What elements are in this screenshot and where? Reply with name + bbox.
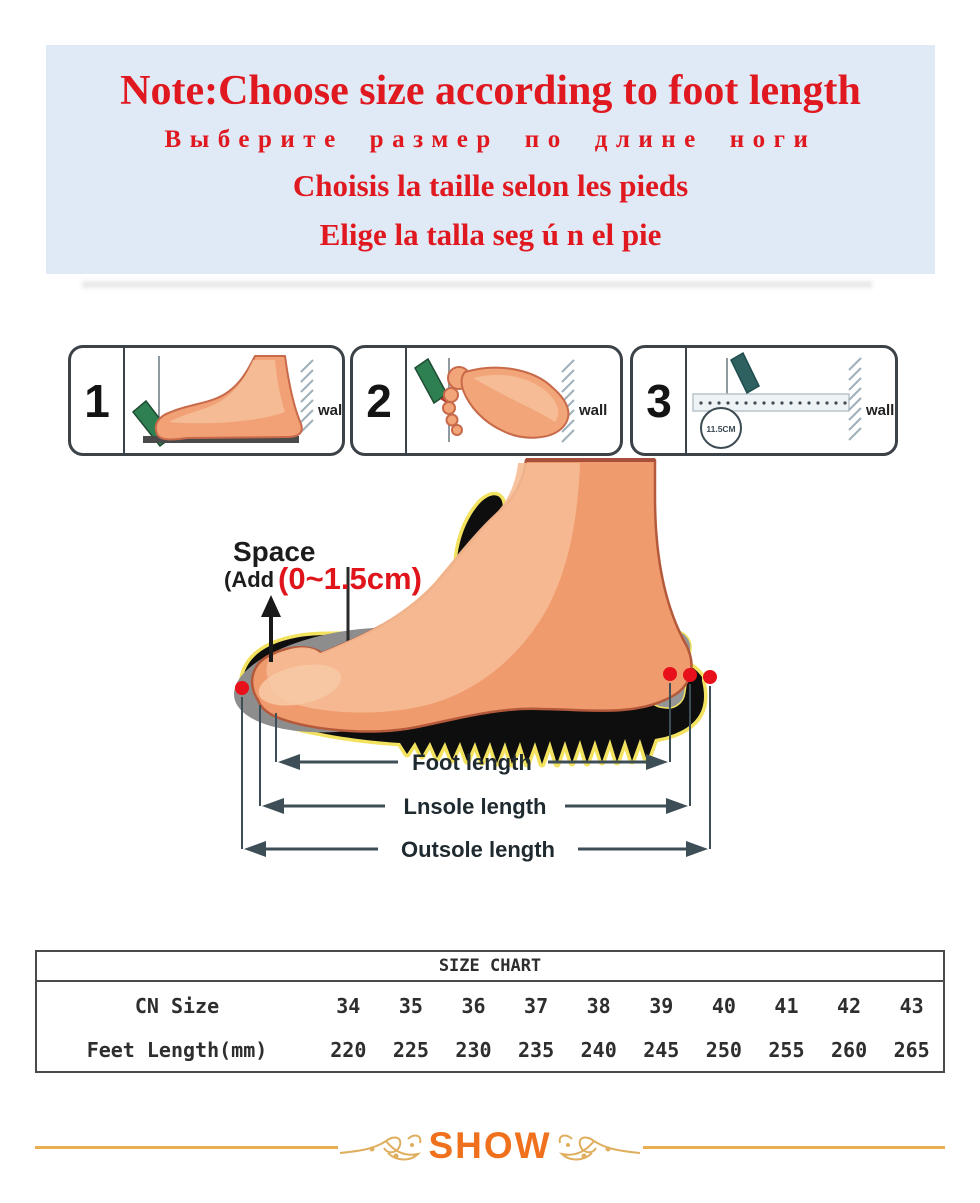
cell: 250 bbox=[705, 1038, 742, 1062]
foot-side-measure-icon: wall bbox=[131, 355, 343, 448]
cell: 34 bbox=[336, 994, 361, 1018]
cell: 245 bbox=[643, 1038, 680, 1062]
step-1-illustration: wall bbox=[125, 348, 343, 453]
cell: 41 bbox=[774, 994, 799, 1018]
space-label: Space bbox=[233, 536, 316, 567]
shoe-foot-diagram-icon: Space (Add (0~1.5cm) bbox=[224, 458, 717, 862]
wall-hatch-icon bbox=[300, 359, 314, 433]
cell: 36 bbox=[461, 994, 486, 1018]
space-add-label: (Add bbox=[224, 567, 274, 592]
step-1-number: 1 bbox=[71, 348, 125, 453]
show-label: SHOW bbox=[428, 1125, 552, 1166]
step-3-number: 3 bbox=[633, 348, 687, 453]
flourish-right-icon bbox=[558, 1134, 641, 1161]
cell: 42 bbox=[837, 994, 862, 1018]
row-label: Feet Length(mm) bbox=[86, 1038, 268, 1062]
ruler-dots-icon bbox=[699, 401, 847, 405]
size-chart-table: SIZE CHART CN Size 34 35 36 37 38 39 40 … bbox=[35, 950, 945, 1073]
foot-length-label: Foot length bbox=[412, 750, 532, 775]
cell: 39 bbox=[649, 994, 674, 1018]
foot-sole-measure-icon: wall bbox=[414, 357, 607, 443]
cell: 265 bbox=[893, 1038, 930, 1062]
cell: 240 bbox=[580, 1038, 617, 1062]
step-3-box: 3 bbox=[630, 345, 898, 456]
cell: 38 bbox=[586, 994, 611, 1018]
cell: 235 bbox=[518, 1038, 555, 1062]
ruler-measure-icon: 11.5CM wall bbox=[692, 351, 894, 449]
step-2-number: 2 bbox=[353, 348, 407, 453]
show-divider: SHOW bbox=[0, 1125, 980, 1185]
step-2-wall-label: wall bbox=[578, 402, 607, 419]
cell: 220 bbox=[330, 1038, 367, 1062]
cell: 230 bbox=[455, 1038, 492, 1062]
boundary-dots-icon bbox=[235, 667, 717, 695]
size-chart-title: SIZE CHART bbox=[37, 952, 943, 982]
banner-subtitle-es: Elige la talla seg ú n el pie bbox=[319, 217, 662, 252]
ruler-length-note: 11.5CM bbox=[706, 424, 735, 434]
note-banner: Note:Choose size according to foot lengt… bbox=[46, 45, 935, 274]
space-range-label: (0~1.5cm) bbox=[278, 561, 422, 596]
step-2-illustration: wall bbox=[407, 348, 620, 453]
cell: 37 bbox=[524, 994, 549, 1018]
banner-shadow bbox=[82, 281, 872, 288]
cell: 260 bbox=[830, 1038, 868, 1062]
wall-hatch-icon bbox=[848, 357, 862, 441]
banner-subtitle-ru: Выберите размер по длине ноги bbox=[164, 126, 817, 153]
table-row-feet-length: Feet Length(mm) 220 225 230 235 240 245 … bbox=[37, 1028, 943, 1072]
cell: 255 bbox=[768, 1038, 805, 1062]
cell: 35 bbox=[398, 994, 423, 1018]
cell: 40 bbox=[711, 994, 736, 1018]
flourish-left-icon bbox=[339, 1134, 422, 1161]
up-arrow-icon bbox=[261, 595, 281, 617]
step-3-illustration: 11.5CM wall bbox=[687, 348, 895, 453]
cell: 225 bbox=[392, 1038, 429, 1062]
divider-line-left bbox=[35, 1146, 338, 1149]
step-3-wall-label: wall bbox=[865, 402, 894, 419]
insole-length-label: Lnsole length bbox=[404, 794, 547, 819]
cell: 43 bbox=[899, 994, 924, 1018]
step-1-box: 1 wall bbox=[68, 345, 345, 456]
step-1-wall-label: wall bbox=[317, 402, 343, 419]
step-2-box: 2 wall bbox=[350, 345, 623, 456]
table-row-cn-size: CN Size 34 35 36 37 38 39 40 41 42 43 bbox=[37, 984, 943, 1028]
foot-measurement-diagram: Space (Add (0~1.5cm) bbox=[150, 455, 790, 885]
banner-subtitle-fr: Choisis la taille selon les pieds bbox=[292, 168, 689, 203]
row-label: CN Size bbox=[134, 994, 220, 1018]
banner-title-en: Note:Choose size according to foot lengt… bbox=[120, 68, 861, 114]
outsole-length-label: Outsole length bbox=[401, 837, 555, 862]
divider-line-right bbox=[643, 1146, 945, 1149]
